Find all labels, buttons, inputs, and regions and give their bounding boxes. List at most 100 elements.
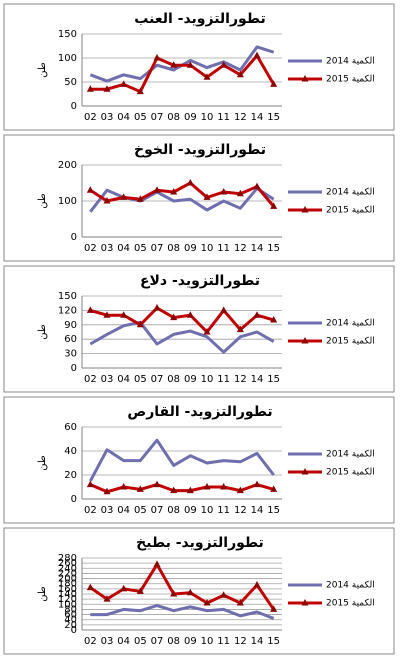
y-tick-label: 240 xyxy=(58,563,77,574)
x-tick-label: 14 xyxy=(251,374,264,385)
x-tick-label: 09 xyxy=(184,374,197,385)
series-line xyxy=(89,320,275,354)
chart-title: تطورالتزويد- الخوخ xyxy=(134,142,266,158)
point-marker xyxy=(203,328,211,335)
x-tick-label: 08 xyxy=(167,243,180,254)
x-tick-label: 12 xyxy=(234,505,247,516)
x-tick-label: 05 xyxy=(134,505,147,516)
x-tick-label: 05 xyxy=(134,374,147,385)
point-marker xyxy=(220,591,228,598)
y-tick-label: 40 xyxy=(64,446,77,457)
x-tick-label: 11 xyxy=(217,112,230,123)
y-tick-label: 150 xyxy=(58,291,77,302)
x-tick-label: 08 xyxy=(167,636,180,647)
y-tick-label: 280 xyxy=(58,553,77,564)
point-marker xyxy=(236,189,244,197)
legend-label: الكمية 2014 xyxy=(326,450,375,460)
x-tick-label: 10 xyxy=(201,636,214,647)
point-marker xyxy=(203,483,211,490)
point-marker xyxy=(120,311,128,318)
point-marker xyxy=(253,581,261,588)
point-marker xyxy=(186,486,194,494)
y-axis-label: طن xyxy=(37,62,48,78)
point-marker xyxy=(86,306,94,313)
legend-label: الكمية 2014 xyxy=(326,188,375,198)
x-tick-label: 05 xyxy=(134,636,147,647)
x-tick-label: 14 xyxy=(251,243,264,254)
series-line xyxy=(89,181,275,208)
point-marker xyxy=(186,311,194,318)
point-marker xyxy=(270,202,278,209)
x-tick-label: 07 xyxy=(151,636,164,647)
legend-marker xyxy=(301,75,309,82)
chart-title: تطورالتزويد- بطيخ xyxy=(136,535,264,551)
point-marker xyxy=(136,195,144,202)
series-line xyxy=(90,604,275,620)
point-marker xyxy=(270,605,278,612)
point-marker xyxy=(153,186,161,193)
x-tick-label: 09 xyxy=(184,505,197,516)
y-tick-label: 30 xyxy=(64,349,77,360)
point-marker xyxy=(86,186,94,193)
point-marker xyxy=(170,313,178,321)
y-tick-label: 60 xyxy=(64,422,77,433)
x-tick-label: 12 xyxy=(234,636,247,647)
x-tick-label: 10 xyxy=(201,112,214,123)
y-tick-label: 180 xyxy=(58,579,77,590)
x-tick-label: 02 xyxy=(84,505,97,516)
legend-label: الكمية 2014 xyxy=(326,319,375,329)
y-tick-label: 100 xyxy=(58,599,77,610)
x-tick-label: 15 xyxy=(267,112,280,123)
point-marker xyxy=(153,304,161,311)
x-tick-label: 10 xyxy=(201,243,214,254)
x-tick-label: 08 xyxy=(167,505,180,516)
y-tick-label: 20 xyxy=(64,470,77,481)
point-marker xyxy=(236,325,244,333)
x-tick-label: 03 xyxy=(101,243,114,254)
legend-label: الكمية 2015 xyxy=(326,206,375,216)
point-marker xyxy=(153,480,161,488)
series-line xyxy=(90,54,275,94)
point-marker xyxy=(103,311,111,318)
point-marker xyxy=(186,588,194,596)
y-tick-label: 0 xyxy=(71,101,77,112)
x-tick-label: 10 xyxy=(201,374,214,385)
x-tick-label: 11 xyxy=(217,505,230,516)
legend-label: الكمية 2015 xyxy=(326,599,375,609)
point-marker xyxy=(186,61,194,68)
x-tick-label: 12 xyxy=(234,374,247,385)
y-tick-label: 60 xyxy=(64,334,77,345)
point-marker xyxy=(86,480,94,488)
y-tick-label: 0 xyxy=(71,494,77,505)
x-tick-label: 11 xyxy=(217,374,230,385)
point-marker xyxy=(103,197,111,204)
y-tick-label: 200 xyxy=(58,574,77,585)
chart-panel xyxy=(3,527,395,655)
chart-title: تطورالتزويد- دلاع xyxy=(140,273,260,289)
point-marker xyxy=(120,80,128,87)
series-line xyxy=(89,438,275,482)
x-tick-label: 12 xyxy=(234,243,247,254)
y-tick-label: 20 xyxy=(64,620,77,631)
point-marker xyxy=(236,599,244,606)
point-marker xyxy=(120,193,128,200)
point-marker xyxy=(203,193,211,200)
x-tick-label: 03 xyxy=(101,374,114,385)
point-marker xyxy=(170,61,178,68)
point-marker xyxy=(270,485,278,492)
chart-panel xyxy=(3,134,395,262)
point-marker xyxy=(153,54,161,61)
y-tick-label: 90 xyxy=(64,320,77,331)
x-tick-label: 15 xyxy=(267,636,280,647)
x-tick-label: 10 xyxy=(201,505,214,516)
x-tick-label: 02 xyxy=(84,636,97,647)
y-tick-label: 150 xyxy=(58,29,77,40)
x-tick-label: 07 xyxy=(151,112,164,123)
x-tick-label: 14 xyxy=(251,636,264,647)
point-marker xyxy=(236,486,244,494)
y-tick-label: 200 xyxy=(58,160,77,171)
y-axis-label: طن xyxy=(37,586,48,602)
x-tick-label: 08 xyxy=(167,374,180,385)
point-marker xyxy=(186,179,194,186)
